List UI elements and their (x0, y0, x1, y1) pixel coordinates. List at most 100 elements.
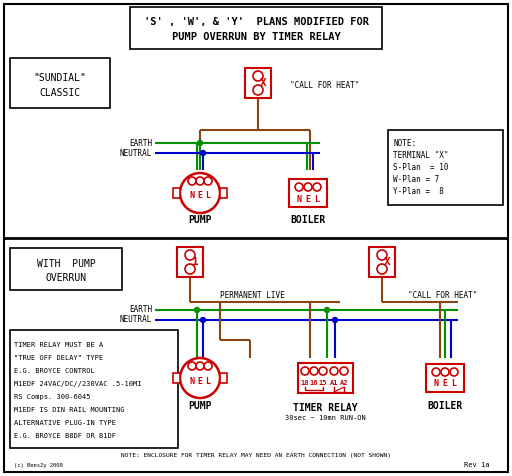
Text: EARTH: EARTH (129, 306, 152, 315)
Text: E: E (198, 377, 203, 386)
Text: TIMER RELAY MUST BE A: TIMER RELAY MUST BE A (14, 342, 103, 348)
Text: "CALL FOR HEAT": "CALL FOR HEAT" (290, 80, 359, 89)
Text: ALTERNATIVE PLUG-IN TYPE: ALTERNATIVE PLUG-IN TYPE (14, 420, 116, 426)
Text: N: N (434, 379, 438, 388)
Text: L: L (205, 191, 210, 200)
Bar (177, 247, 203, 277)
Circle shape (313, 183, 321, 191)
Circle shape (185, 250, 195, 260)
Text: M1EDF 24VAC/DC//230VAC .5-10MI: M1EDF 24VAC/DC//230VAC .5-10MI (14, 381, 141, 387)
Text: W-Plan = 7: W-Plan = 7 (393, 175, 439, 184)
Circle shape (310, 367, 318, 375)
Circle shape (195, 307, 200, 313)
Circle shape (198, 140, 203, 146)
Text: PUMP: PUMP (188, 401, 212, 411)
Text: L: L (205, 377, 210, 386)
Bar (289, 179, 327, 207)
Text: E.G. BROYCE CONTROL: E.G. BROYCE CONTROL (14, 368, 95, 374)
Circle shape (301, 367, 309, 375)
Bar (10, 248, 122, 290)
Bar (220, 188, 227, 198)
Circle shape (319, 367, 327, 375)
Text: NOTE:: NOTE: (393, 139, 416, 148)
Circle shape (432, 368, 440, 376)
Circle shape (204, 362, 212, 370)
Text: "CALL FOR HEAT": "CALL FOR HEAT" (408, 290, 477, 299)
Bar (173, 188, 180, 198)
Text: CLASSIC: CLASSIC (39, 88, 80, 98)
Text: A1: A1 (330, 380, 338, 386)
Circle shape (325, 307, 330, 313)
Bar (173, 373, 180, 383)
Text: WITH  PUMP: WITH PUMP (37, 259, 95, 269)
Circle shape (185, 264, 195, 274)
Text: X: X (383, 257, 390, 267)
Circle shape (340, 367, 348, 375)
Text: OVERRUN: OVERRUN (46, 273, 87, 283)
Circle shape (204, 177, 212, 185)
Bar (130, 7, 382, 49)
Circle shape (295, 183, 303, 191)
Circle shape (180, 173, 220, 213)
Text: NEUTRAL: NEUTRAL (120, 316, 152, 325)
Text: BOILER: BOILER (428, 401, 463, 411)
Text: N: N (189, 377, 195, 386)
Circle shape (180, 358, 220, 398)
Text: N: N (296, 195, 302, 204)
Text: (c) Bens2y 2009: (c) Bens2y 2009 (14, 463, 63, 467)
Circle shape (188, 177, 196, 185)
Text: N: N (189, 191, 195, 200)
Circle shape (377, 250, 387, 260)
Bar (298, 363, 353, 393)
Circle shape (330, 367, 338, 375)
Text: EARTH: EARTH (129, 139, 152, 148)
Bar (10, 330, 178, 448)
Text: "TRUE OFF DELAY" TYPE: "TRUE OFF DELAY" TYPE (14, 355, 103, 361)
Bar (369, 247, 395, 277)
Text: TERMINAL "X": TERMINAL "X" (393, 150, 449, 159)
Circle shape (304, 183, 312, 191)
Text: M1EDF IS DIN RAIL MOUNTING: M1EDF IS DIN RAIL MOUNTING (14, 407, 124, 413)
Bar (388, 130, 503, 205)
Text: PERMANENT LIVE: PERMANENT LIVE (220, 290, 284, 299)
Text: BOILER: BOILER (290, 215, 326, 225)
Bar (220, 373, 227, 383)
Text: RS Comps. 300-6045: RS Comps. 300-6045 (14, 394, 91, 400)
Circle shape (201, 150, 205, 156)
Text: NOTE: ENCLOSURE FOR TIMER RELAY MAY NEED AN EARTH CONNECTION (NOT SHOWN): NOTE: ENCLOSURE FOR TIMER RELAY MAY NEED… (121, 453, 391, 457)
Text: 'S' , 'W', & 'Y'  PLANS MODIFIED FOR: 'S' , 'W', & 'Y' PLANS MODIFIED FOR (143, 17, 369, 27)
Circle shape (196, 177, 204, 185)
Text: NEUTRAL: NEUTRAL (120, 149, 152, 158)
Text: X: X (260, 78, 266, 88)
Text: PUMP: PUMP (188, 215, 212, 225)
Text: L: L (314, 195, 319, 204)
Circle shape (201, 317, 205, 323)
Circle shape (188, 362, 196, 370)
Text: PUMP OVERRUN BY TIMER RELAY: PUMP OVERRUN BY TIMER RELAY (172, 32, 340, 42)
Circle shape (441, 368, 449, 376)
Circle shape (253, 71, 263, 81)
Text: TIMER RELAY: TIMER RELAY (293, 403, 357, 413)
Text: E: E (442, 379, 447, 388)
Bar (10, 58, 110, 108)
Text: 30sec ~ 10mn RUN-ON: 30sec ~ 10mn RUN-ON (285, 415, 366, 421)
Circle shape (196, 362, 204, 370)
Bar (245, 68, 271, 98)
Text: Y-Plan =  8: Y-Plan = 8 (393, 187, 444, 196)
Text: L: L (452, 379, 457, 388)
Text: E: E (306, 195, 310, 204)
Circle shape (253, 85, 263, 95)
Circle shape (332, 317, 337, 323)
Text: A2: A2 (340, 380, 348, 386)
Text: S-Plan  = 10: S-Plan = 10 (393, 162, 449, 171)
Text: 18: 18 (301, 380, 309, 386)
Bar (426, 364, 464, 392)
Text: "SUNDIAL": "SUNDIAL" (34, 73, 87, 83)
Text: Rev 1a: Rev 1a (464, 462, 490, 468)
Text: E: E (198, 191, 203, 200)
Text: 1: 1 (191, 257, 198, 267)
Text: E.G. BROYCE B8DF OR B1DF: E.G. BROYCE B8DF OR B1DF (14, 433, 116, 439)
Text: 16: 16 (310, 380, 318, 386)
Circle shape (377, 264, 387, 274)
Circle shape (450, 368, 458, 376)
